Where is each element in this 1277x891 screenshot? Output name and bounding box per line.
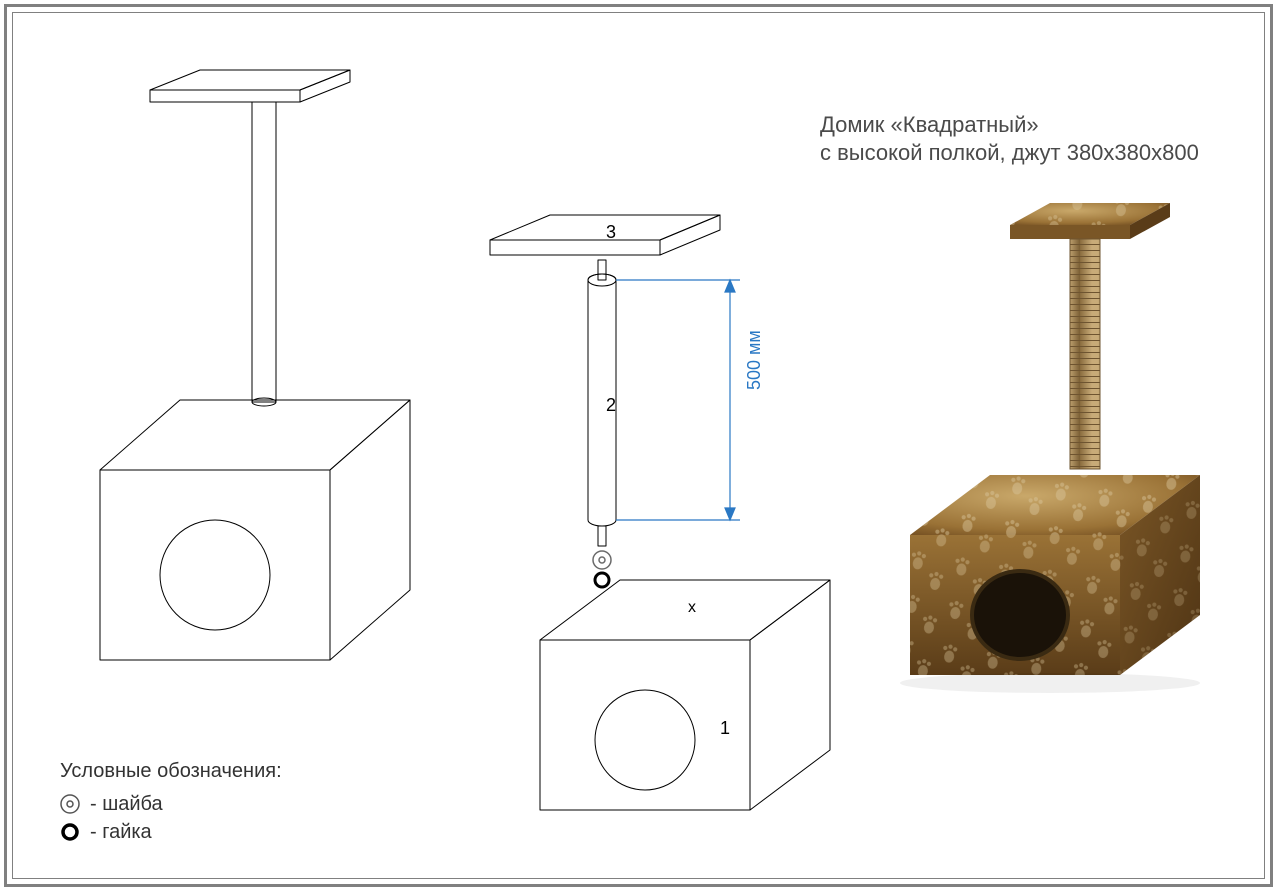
- nut-icon: [595, 573, 609, 587]
- hole-marker: x: [688, 599, 696, 616]
- product-title-line2: с высокой полкой, джут 380x380x800: [820, 140, 1199, 166]
- legend-nut-label: - гайка: [90, 821, 152, 844]
- product-title-line1: Домик «Квадратный»: [820, 112, 1039, 138]
- legend-heading: Условные обозначения:: [60, 760, 282, 783]
- dimension-label: 500 мм: [744, 330, 765, 390]
- label-part-1: 1: [720, 718, 730, 739]
- product-photo: [870, 185, 1230, 695]
- drawing-assembled: [30, 40, 450, 680]
- drawing-exploded: x: [430, 200, 890, 840]
- dimension-500: [616, 280, 740, 520]
- legend-washer-icon: [58, 792, 82, 816]
- legend-nut-icon: [58, 820, 82, 844]
- label-part-2: 2: [606, 395, 616, 416]
- label-part-3: 3: [606, 222, 616, 243]
- legend-washer-label: - шайба: [90, 793, 163, 816]
- washer-icon: [593, 551, 611, 569]
